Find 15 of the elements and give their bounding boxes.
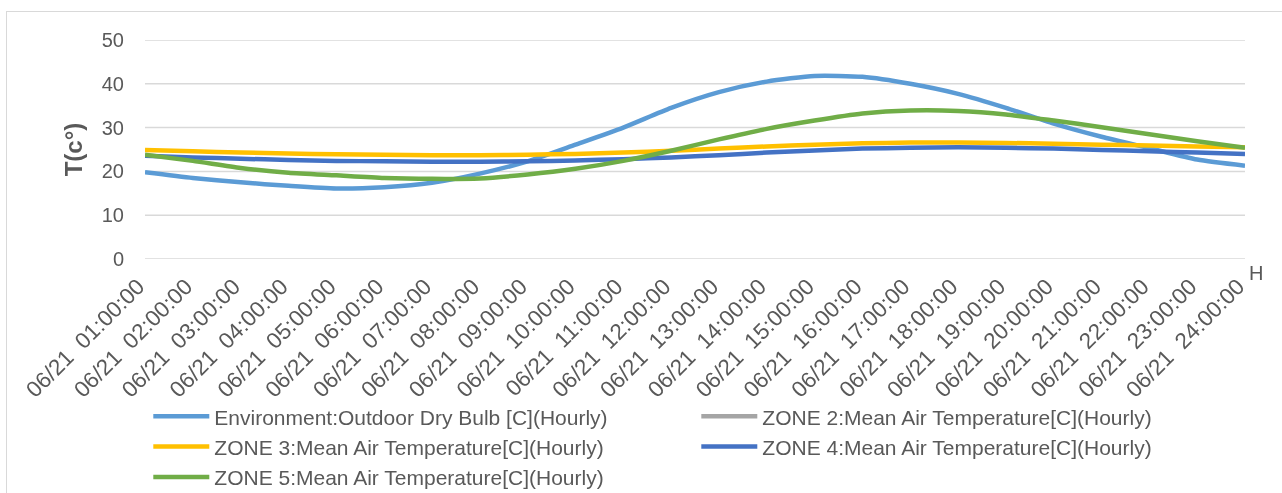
x-axis-title: H	[1249, 262, 1264, 284]
y-tick-label: 30	[101, 116, 124, 139]
legend-label: ZONE 5:Mean Air Temperature[C](Hourly)	[214, 466, 604, 490]
y-axis-title: T(c°)	[59, 122, 87, 177]
line-series	[145, 145, 1245, 165]
y-tick-label: 20	[101, 160, 124, 183]
legend-label: ZONE 3:Mean Air Temperature[C](Hourly)	[214, 435, 604, 459]
line-series	[145, 108, 1245, 182]
legend-label: ZONE 4:Mean Air Temperature[C](Hourly)	[762, 435, 1152, 459]
y-tick-label: 0	[112, 248, 124, 270]
y-tick-label: 50	[101, 29, 124, 51]
y-tick-label: 10	[101, 204, 124, 227]
legend-label: ZONE 2:Mean Air Temperature[C](Hourly)	[762, 405, 1152, 429]
legend-label: Environment:Outdoor Dry Bulb [C](Hourly)	[214, 405, 608, 429]
y-tick-label: 40	[101, 72, 124, 95]
